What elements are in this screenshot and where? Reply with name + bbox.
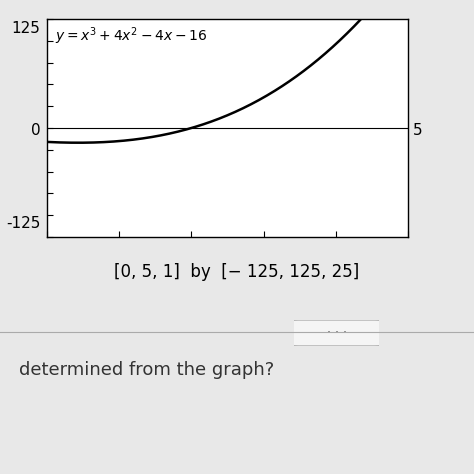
FancyBboxPatch shape [290,320,383,346]
Text: 125: 125 [11,21,40,36]
Text: [0, 5, 1]  by  [− 125, 125, 25]: [0, 5, 1] by [− 125, 125, 25] [114,263,360,281]
Text: determined from the graph?: determined from the graph? [19,361,274,379]
Text: -125: -125 [6,216,40,231]
Text: 5: 5 [412,123,422,138]
Text: 0: 0 [31,123,40,138]
Text: $y = x^3 + 4x^2 - 4x - 16$: $y = x^3 + 4x^2 - 4x - 16$ [55,26,207,47]
Text: · · ·: · · · [327,327,346,339]
